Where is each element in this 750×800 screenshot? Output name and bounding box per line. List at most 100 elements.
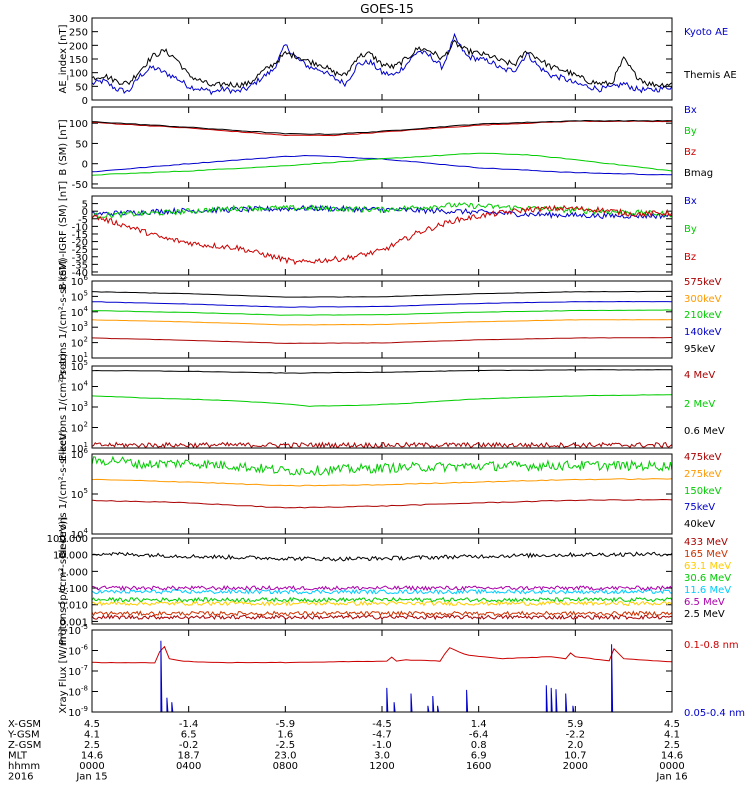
panel-ae: AE_index [nT] 0 50 100 150 200 250 300 Kyoto AE T… — [58, 14, 737, 107]
orbit-row-value: 4.5 — [664, 719, 680, 730]
panel-frame — [91, 365, 673, 449]
legend-label: By — [684, 224, 697, 235]
orbit-row-value: 5.9 — [567, 719, 583, 730]
orbit-row-value: 0000 — [79, 761, 104, 772]
orbit-row-value: 18.7 — [178, 751, 200, 762]
y-tick-label: 0 — [82, 96, 88, 107]
orbit-row-value: 1200 — [369, 761, 394, 772]
orbit-row-value: 2.5 — [84, 740, 100, 751]
orbit-row-value: -1.0 — [372, 740, 392, 751]
legend-label: 2.5 MeV — [684, 609, 725, 620]
orbit-row-label: hhmm — [8, 761, 40, 772]
series-line-by — [92, 201, 672, 219]
legend-label: 0.1-0.8 nm — [684, 640, 739, 651]
y-tick-label: 103 — [71, 400, 88, 414]
y-tick-label: -30 — [72, 253, 88, 264]
series-line-bz — [92, 204, 672, 266]
y-axis-label: B (SM)-IGRF (SM) [nT] — [58, 181, 69, 290]
panel-protons_mev: Protons [p/(cm²-s-sr-keV)]0.001 0.010 0.10… — [47, 517, 732, 645]
orbit-row-label: 2016 — [8, 772, 33, 783]
y-tick-label: 10-6 — [68, 644, 88, 658]
y-tick-label: 104 — [71, 380, 89, 394]
orbit-row-value: -0.2 — [179, 740, 199, 751]
y-tick-label: 50 — [75, 82, 88, 93]
y-tick-label: -15 — [72, 230, 88, 241]
y-tick-label: 10.000 — [53, 551, 88, 562]
orbit-row-value: 1.4 — [471, 719, 487, 730]
orbit-row-value: 23.0 — [274, 751, 296, 762]
orbit-row-value: 10.7 — [564, 751, 586, 762]
y-axis-label: B (SM) [nT] — [58, 119, 69, 175]
orbit-row-value: Jan 16 — [655, 772, 687, 783]
y-tick-label: 10-9 — [68, 705, 88, 719]
orbit-row-value: -1.4 — [179, 719, 199, 730]
series-line-bmag — [92, 119, 672, 135]
y-tick-label: -5 — [78, 215, 88, 226]
y-tick-label: 0 — [82, 207, 88, 218]
y-tick-label: 10-8 — [68, 685, 88, 699]
orbit-row-value: -4.7 — [372, 730, 392, 741]
legend-label: 11.6 MeV — [684, 585, 731, 596]
legend-label: 6.5 MeV — [684, 597, 725, 608]
series-line-433-mev — [92, 614, 672, 621]
panel-xray: Xray Flux [W/m²]10-9 10-8 10-7 10-6 10-5 0.1-… — [58, 623, 745, 719]
series-line-575kev — [92, 337, 672, 344]
y-tick-label: 100 — [69, 69, 88, 80]
legend-label: 165 MeV — [684, 549, 728, 560]
orbit-row-value: 3.0 — [374, 751, 390, 762]
y-tick-label: 300 — [69, 14, 88, 25]
orbit-row-value: 6.9 — [471, 751, 487, 762]
panel-frame — [91, 537, 673, 625]
legend-label: 433 MeV — [684, 537, 728, 548]
y-tick-label: 1.000 — [59, 567, 88, 578]
y-tick-label: -20 — [72, 238, 88, 249]
legend-label: 0.05-0.4 nm — [684, 708, 745, 719]
orbit-row-value: 1.6 — [277, 730, 293, 741]
y-tick-label: 106 — [71, 447, 89, 461]
panel-frame — [91, 453, 673, 535]
y-tick-label: -50 — [72, 180, 88, 191]
orbit-row-value: 0400 — [176, 761, 201, 772]
y-tick-label: -35 — [72, 260, 88, 271]
legend-label: 275keV — [684, 469, 722, 480]
y-tick-label: 100 — [69, 119, 88, 130]
series-line-165-mev — [92, 610, 672, 617]
y-tick-label: 0 — [82, 160, 88, 171]
legend-label: Bz — [684, 252, 696, 263]
series-line-6-5-mev — [92, 585, 672, 592]
legend-label: Themis AE — [683, 70, 737, 81]
legend-label: Bmag — [684, 168, 713, 179]
y-tick-label: 105 — [71, 487, 88, 501]
y-axis-label: AE_index [nT] — [58, 24, 69, 93]
orbit-row-label: Z-GSM — [8, 740, 41, 751]
y-tick-label: 105 — [71, 359, 88, 373]
orbit-row-value: 4.1 — [664, 730, 680, 741]
y-tick-label: 106 — [71, 274, 89, 288]
orbit-row-value: 14.6 — [661, 751, 683, 762]
series-line-150kev — [92, 455, 672, 477]
series-line-210kev — [92, 309, 672, 316]
orbit-row-value: -2.5 — [276, 740, 296, 751]
orbit-row-value: -4.5 — [372, 719, 392, 730]
orbit-row-value: 1600 — [466, 761, 491, 772]
legend-label: 0.6 MeV — [684, 426, 725, 437]
y-tick-label: -40 — [72, 268, 88, 279]
y-axis-label: Electrons 1/(cm²-s-sr-keV) — [58, 429, 69, 558]
y-tick-label: 200 — [69, 41, 88, 52]
y-tick-label: 104 — [71, 305, 89, 319]
y-tick-label: 5 — [82, 200, 88, 211]
orbit-row-value: 4.5 — [84, 719, 100, 730]
orbit-row-label: Y-GSM — [7, 730, 40, 741]
legend-label: 575keV — [684, 277, 722, 288]
orbit-row-value: -5.9 — [276, 719, 296, 730]
orbit-row-value: -2.2 — [566, 730, 586, 741]
series-line-140kev — [92, 300, 672, 308]
legend-label: 210keV — [684, 310, 722, 321]
series-line-95kev — [92, 290, 672, 298]
legend-label: 40keV — [684, 519, 715, 530]
orbit-row-value: 6.5 — [181, 730, 197, 741]
y-axis-label: Xray Flux [W/m²] — [58, 628, 69, 713]
panel-frame — [91, 195, 673, 276]
